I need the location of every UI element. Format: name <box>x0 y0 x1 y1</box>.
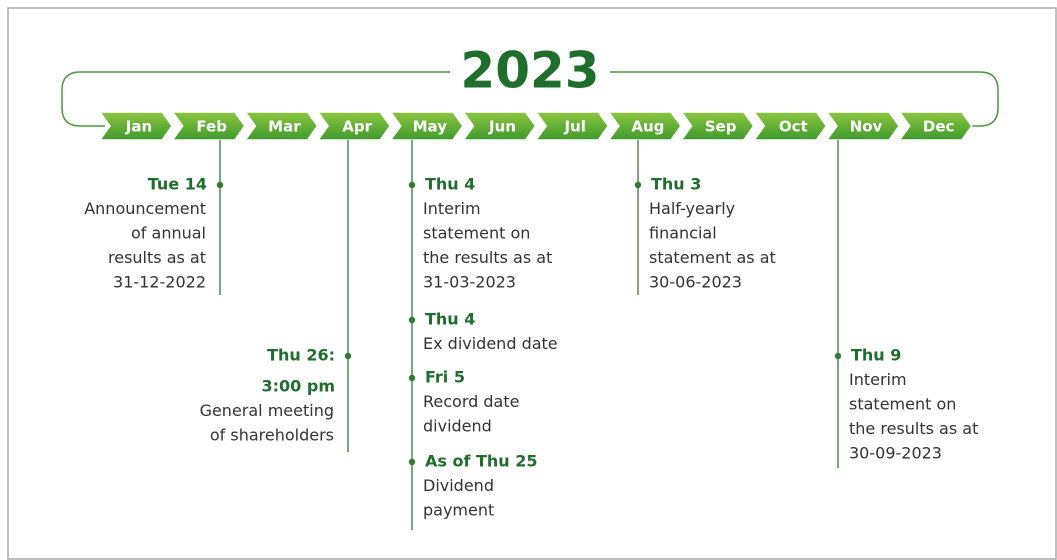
month-label: Jun <box>488 118 516 136</box>
event-text: Interim <box>849 370 907 389</box>
month-chevron <box>462 111 537 141</box>
event-text: 30-09-2023 <box>849 444 942 463</box>
month-chevron <box>534 111 610 141</box>
event-text: financial <box>649 224 717 243</box>
event-text: of annual <box>131 224 206 243</box>
event-dot <box>408 181 416 189</box>
month-label: Nov <box>850 118 883 136</box>
event-text: 31-03-2023 <box>423 273 516 292</box>
month-label: Mar <box>268 118 301 136</box>
month-label: Oct <box>779 118 808 136</box>
event-date: Thu 26: <box>267 346 335 365</box>
month-chevron <box>680 111 755 141</box>
month-chevron <box>98 111 173 141</box>
event-text: 30-06-2023 <box>649 273 742 292</box>
event-text: General meeting <box>200 401 334 420</box>
event-date: 3:00 pm <box>262 377 336 396</box>
event-text: statement on <box>849 395 956 414</box>
event-text: payment <box>423 501 494 520</box>
month-chevron <box>898 111 973 141</box>
event-dot <box>634 181 642 189</box>
month-label: Feb <box>196 118 227 136</box>
event-date: Thu 9 <box>851 346 901 365</box>
year-title: 2023 <box>460 42 599 100</box>
event-text: statement as at <box>649 248 776 267</box>
event-dot <box>408 316 416 324</box>
month-label: May <box>413 118 448 136</box>
event-text: the results as at <box>423 248 552 267</box>
month-label: Dec <box>923 118 955 136</box>
event-date: As of Thu 25 <box>425 452 538 471</box>
month-chevron <box>825 111 900 141</box>
event-text: Announcement <box>84 199 206 218</box>
event-text: statement on <box>423 224 530 243</box>
event-dot <box>408 458 416 466</box>
event-text: Half-yearly <box>649 199 735 218</box>
event-date: Thu 4 <box>425 175 475 194</box>
bracket <box>61 71 999 127</box>
event-text: Record date <box>423 392 519 411</box>
month-chevron <box>389 111 464 141</box>
event-date: Thu 3 <box>651 175 701 194</box>
event-dot <box>408 374 416 382</box>
event-text: dividend <box>423 417 492 436</box>
event-text: Interim <box>423 199 481 218</box>
frame <box>7 7 1057 560</box>
month-chevron <box>171 111 246 141</box>
month-label: Jul <box>563 118 585 136</box>
event-dot <box>216 181 224 189</box>
month-chevron <box>607 111 682 141</box>
event-text: Ex dividend date <box>423 334 558 353</box>
event-text: results as at <box>108 248 206 267</box>
month-chevron <box>243 111 319 141</box>
event-dot <box>344 352 352 360</box>
month-label: Sep <box>705 118 737 136</box>
event-text: Dividend <box>423 476 494 495</box>
month-label: Aug <box>631 118 664 136</box>
event-date: Fri 5 <box>425 368 465 387</box>
event-text: 31-12-2022 <box>113 273 206 292</box>
event-date: Thu 4 <box>425 310 475 329</box>
event-dot <box>834 352 842 360</box>
event-text: of shareholders <box>210 426 334 445</box>
month-chevron <box>316 111 392 141</box>
month-chevron <box>752 111 828 141</box>
month-label: Apr <box>342 118 372 136</box>
month-label: Jan <box>125 118 152 136</box>
event-date: Tue 14 <box>148 175 207 194</box>
event-text: the results as at <box>849 419 978 438</box>
